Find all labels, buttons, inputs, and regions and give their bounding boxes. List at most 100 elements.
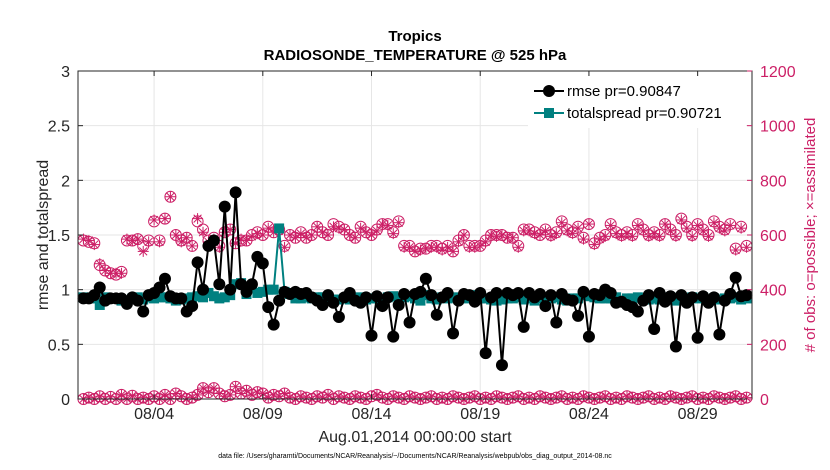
rmse-point bbox=[197, 283, 210, 296]
rmse-point bbox=[153, 281, 166, 294]
totalspread-point bbox=[649, 293, 660, 304]
y-tick-label: 0.5 bbox=[48, 337, 70, 354]
totalspread-point bbox=[198, 292, 209, 303]
obs-assimilated-point bbox=[382, 219, 394, 231]
rmse-point bbox=[430, 308, 443, 321]
rmse-point bbox=[332, 311, 345, 323]
obs-assimilated-point bbox=[550, 228, 562, 240]
rmse-point bbox=[648, 323, 661, 336]
y-tick-label: 3 bbox=[61, 64, 70, 81]
obs-assimilated-point bbox=[306, 229, 318, 241]
totalspread-point bbox=[496, 294, 507, 305]
y-axis-label: rmse and totalspread bbox=[35, 160, 52, 310]
y-tick-label: 1.5 bbox=[48, 228, 70, 245]
x-tick-label: 08/04 bbox=[134, 406, 174, 423]
chart-subtitle: RADIOSONDE_TEMPERATURE @ 525 hPa bbox=[264, 47, 567, 64]
y2-axis-label: # of obs: o=possible; ×=assimilated bbox=[802, 118, 819, 353]
obs-assimilated-point bbox=[507, 232, 519, 244]
rmse-point bbox=[207, 234, 220, 247]
rmse-point bbox=[224, 283, 237, 296]
rmse-point bbox=[267, 318, 280, 331]
rmse-point bbox=[131, 294, 144, 307]
totalspread-point bbox=[94, 299, 105, 310]
obs-assimilated-point bbox=[393, 217, 405, 229]
y-tick-label: 0 bbox=[61, 392, 70, 409]
rmse-point bbox=[425, 289, 438, 302]
rmse-point bbox=[669, 340, 682, 353]
obs-assimilated-point bbox=[512, 241, 524, 253]
rmse-point bbox=[642, 289, 655, 302]
rmse-point bbox=[370, 290, 383, 303]
rmse-point bbox=[517, 320, 530, 333]
rmse-point bbox=[273, 294, 286, 307]
rmse-point bbox=[175, 292, 188, 305]
obs-assimilated-point bbox=[317, 226, 329, 238]
obs-assimilated-point bbox=[159, 213, 171, 225]
rmse-point bbox=[577, 285, 590, 298]
obs-markers bbox=[77, 190, 753, 405]
obs-assimilated-point bbox=[322, 229, 334, 241]
totalspread-point bbox=[632, 292, 643, 303]
obs-assimilated-point bbox=[578, 233, 589, 245]
rmse-point bbox=[441, 286, 454, 299]
rmse-point bbox=[474, 286, 487, 299]
y2-tick-label: 800 bbox=[760, 173, 787, 190]
rmse-point bbox=[360, 291, 373, 304]
obs-assimilated-point bbox=[583, 218, 595, 230]
rmse-point bbox=[419, 272, 432, 285]
totalspread-point bbox=[154, 292, 165, 303]
obs-assimilated-point bbox=[703, 230, 715, 242]
rmse-point bbox=[572, 309, 585, 322]
obs-assimilated-low-point bbox=[741, 392, 753, 404]
x-tick-label: 08/09 bbox=[243, 406, 283, 423]
y2-tick-label: 200 bbox=[760, 337, 787, 354]
rmse-point bbox=[707, 291, 720, 304]
rmse-point bbox=[256, 257, 269, 270]
rmse-point bbox=[664, 290, 677, 303]
totalspread-point bbox=[268, 284, 279, 295]
rmse-point bbox=[392, 298, 405, 311]
totalspread-point bbox=[627, 293, 638, 304]
obs-assimilated-point bbox=[88, 239, 100, 251]
obs-assimilated-point bbox=[588, 239, 600, 251]
totalspread-point bbox=[274, 223, 285, 234]
rmse-point bbox=[403, 316, 416, 329]
totalspread-point bbox=[540, 294, 551, 305]
obs-assimilated-point bbox=[148, 214, 160, 226]
rmse-point bbox=[365, 329, 378, 342]
obs-assimilated-point bbox=[686, 230, 698, 242]
y-tick-label: 1 bbox=[61, 283, 70, 300]
obs-assimilated-low-point bbox=[197, 382, 209, 394]
rmse-point bbox=[490, 286, 503, 299]
totalspread-point bbox=[203, 287, 214, 298]
obs-assimilated-point bbox=[181, 232, 193, 244]
totalspread-point bbox=[208, 291, 219, 302]
rmse-series bbox=[77, 186, 753, 372]
obs-assimilated-point bbox=[137, 245, 149, 257]
rmse-point bbox=[468, 295, 481, 308]
obs-assimilated-point bbox=[192, 213, 204, 225]
legend-rmse-marker bbox=[543, 85, 555, 97]
rmse-point bbox=[93, 281, 106, 294]
x-axis-label: Aug.01,2014 00:00:00 start bbox=[318, 429, 512, 446]
rmse-point bbox=[724, 288, 737, 301]
legend: rmse pr=0.90847 totalspread pr=0.90721 bbox=[528, 76, 746, 128]
x-tick-label: 08/19 bbox=[460, 406, 500, 423]
rmse-point bbox=[544, 289, 557, 302]
rmse-point bbox=[539, 300, 552, 313]
y2-tick-label: 0 bbox=[760, 392, 769, 409]
y2-tick-label: 600 bbox=[760, 228, 787, 245]
legend-rmse-label: rmse pr=0.90847 bbox=[567, 83, 681, 100]
obs-assimilated-point bbox=[164, 191, 176, 203]
obs-assimilated-point bbox=[599, 230, 611, 242]
rmse-point bbox=[414, 285, 427, 298]
rmse-point bbox=[158, 272, 171, 285]
obs-assimilated-point bbox=[654, 230, 666, 242]
obs-assimilated-low-point bbox=[230, 381, 242, 393]
rmse-point bbox=[512, 286, 525, 299]
rmse-point bbox=[604, 286, 617, 299]
rmse-point bbox=[631, 305, 644, 318]
totalspread-point bbox=[621, 293, 632, 304]
obs-assimilated-point bbox=[132, 233, 144, 245]
data-file-footnote: data file: /Users/gharamti/Documents/NCA… bbox=[218, 453, 612, 460]
